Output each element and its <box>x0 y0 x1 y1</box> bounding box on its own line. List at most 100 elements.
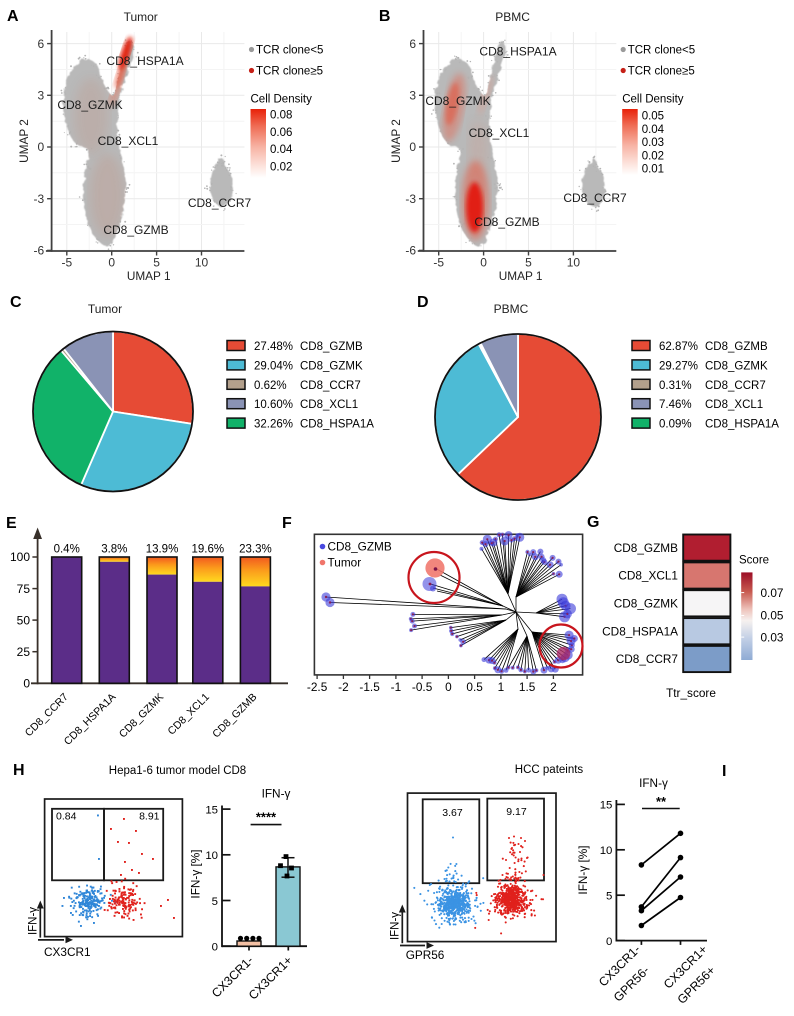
svg-text:UMAP 2: UMAP 2 <box>17 119 31 163</box>
svg-text:C: C <box>10 294 22 311</box>
svg-text:CD8_HSPA1A: CD8_HSPA1A <box>705 419 779 431</box>
svg-text:CD8_GZMK: CD8_GZMK <box>117 691 166 740</box>
svg-text:29.27%: 29.27% <box>659 360 698 372</box>
svg-text:15: 15 <box>600 800 613 812</box>
svg-text:9.17: 9.17 <box>506 806 527 818</box>
svg-text:-0.5: -0.5 <box>412 680 433 694</box>
svg-text:TCR clone<5: TCR clone<5 <box>256 45 323 57</box>
svg-text:-5: -5 <box>61 256 72 270</box>
svg-text:CD8_GZMB: CD8_GZMB <box>103 223 168 237</box>
svg-text:UMAP 1: UMAP 1 <box>499 269 543 283</box>
svg-text:0.05: 0.05 <box>761 609 784 623</box>
svg-text:3.8%: 3.8% <box>101 544 127 556</box>
svg-text:E: E <box>6 515 17 532</box>
svg-text:Score: Score <box>739 555 769 567</box>
svg-text:10: 10 <box>600 845 613 857</box>
svg-text:B: B <box>379 8 391 25</box>
svg-text:-3: -3 <box>405 192 416 206</box>
svg-text:CD8_GZMB: CD8_GZMB <box>474 215 539 229</box>
svg-text:CD8_CCR7: CD8_CCR7 <box>616 652 678 666</box>
svg-text:0.4%: 0.4% <box>54 544 80 556</box>
svg-text:UMAP 1: UMAP 1 <box>127 269 171 283</box>
svg-text:CD8_GZMK: CD8_GZMK <box>300 360 363 372</box>
svg-text:0: 0 <box>409 140 416 154</box>
svg-text:62.87%: 62.87% <box>659 341 698 353</box>
svg-text:-6: -6 <box>34 244 45 258</box>
svg-text:0.5: 0.5 <box>466 680 483 694</box>
svg-text:0.08: 0.08 <box>270 110 292 122</box>
svg-text:25: 25 <box>17 645 31 659</box>
svg-text:0: 0 <box>445 680 452 694</box>
svg-text:CD8_CCR7: CD8_CCR7 <box>188 196 252 210</box>
svg-text:1.5: 1.5 <box>519 680 536 694</box>
svg-text:-2.5: -2.5 <box>307 680 328 694</box>
svg-text:CD8_GZMK: CD8_GZMK <box>425 94 490 108</box>
svg-text:6: 6 <box>409 37 416 51</box>
svg-text:CD8_HSPA1A: CD8_HSPA1A <box>106 54 183 68</box>
svg-text:IFN-γ: IFN-γ <box>639 776 668 790</box>
svg-text:27.48%: 27.48% <box>254 341 293 353</box>
svg-text:IFN-γ: IFN-γ <box>262 787 291 801</box>
svg-text:H: H <box>13 762 25 779</box>
svg-text:CD8_XCL1: CD8_XCL1 <box>300 399 358 411</box>
svg-text:Ttr_score: Ttr_score <box>666 686 716 700</box>
svg-text:0.03: 0.03 <box>642 137 664 149</box>
svg-text:0.02: 0.02 <box>642 150 664 162</box>
svg-text:2: 2 <box>550 680 557 694</box>
svg-text:10.60%: 10.60% <box>254 399 293 411</box>
svg-text:CD8_GZMK: CD8_GZMK <box>57 98 122 112</box>
svg-text:23.3%: 23.3% <box>239 544 272 556</box>
svg-text:0: 0 <box>38 140 45 154</box>
svg-text:CD8_HSPA1A: CD8_HSPA1A <box>602 624 678 638</box>
svg-text:A: A <box>7 8 19 25</box>
svg-text:Hepa1-6 tumor model CD8: Hepa1-6 tumor model CD8 <box>109 765 246 777</box>
svg-text:Cell Density: Cell Density <box>251 94 313 106</box>
svg-text:29.04%: 29.04% <box>254 360 293 372</box>
svg-text:D: D <box>417 294 429 311</box>
svg-text:IFN-γ: IFN-γ <box>390 912 402 940</box>
svg-text:CD8_XCL1: CD8_XCL1 <box>469 126 530 140</box>
svg-text:5: 5 <box>153 256 160 270</box>
svg-text:5: 5 <box>212 896 218 908</box>
svg-text:CD8_HSPA1A: CD8_HSPA1A <box>479 45 556 59</box>
svg-text:UMAP 2: UMAP 2 <box>389 119 403 163</box>
svg-text:TCR clone≥5: TCR clone≥5 <box>256 66 323 78</box>
svg-text:8.91: 8.91 <box>139 811 160 823</box>
svg-text:6: 6 <box>38 37 45 51</box>
svg-text:-5: -5 <box>433 256 444 270</box>
svg-text:0.03: 0.03 <box>761 630 784 644</box>
svg-text:0: 0 <box>212 942 218 954</box>
svg-text:PBMC: PBMC <box>494 302 529 316</box>
svg-text:0: 0 <box>23 677 30 691</box>
svg-text:50: 50 <box>17 613 31 627</box>
svg-text:5: 5 <box>606 891 612 903</box>
svg-text:IFN-γ [%]: IFN-γ [%] <box>189 849 203 898</box>
svg-text:Tumor: Tumor <box>124 10 158 24</box>
svg-text:0.62%: 0.62% <box>254 380 287 392</box>
svg-text:0.04: 0.04 <box>270 144 293 156</box>
svg-text:0.05: 0.05 <box>642 111 664 123</box>
svg-text:TCR clone<5: TCR clone<5 <box>628 45 695 57</box>
svg-text:32.26%: 32.26% <box>254 419 293 431</box>
svg-text:19.6%: 19.6% <box>191 544 224 556</box>
svg-text:-2: -2 <box>338 680 349 694</box>
svg-text:75: 75 <box>17 582 31 596</box>
svg-text:TCR clone≥5: TCR clone≥5 <box>628 66 695 78</box>
svg-text:3.67: 3.67 <box>442 807 463 819</box>
svg-text:CD8_CCR7: CD8_CCR7 <box>23 691 71 739</box>
svg-text:I: I <box>722 763 726 780</box>
svg-text:1: 1 <box>498 680 505 694</box>
svg-text:0.01: 0.01 <box>642 164 664 176</box>
svg-text:CD8_GZMK: CD8_GZMK <box>614 597 678 611</box>
svg-text:-1.5: -1.5 <box>359 680 380 694</box>
svg-text:CD8_GZMK: CD8_GZMK <box>705 360 768 372</box>
svg-text:0: 0 <box>480 256 487 270</box>
svg-text:CD8_XCL1: CD8_XCL1 <box>98 134 159 148</box>
svg-text:CD8_GZMB: CD8_GZMB <box>210 691 259 740</box>
svg-text:Tumor: Tumor <box>328 556 362 570</box>
svg-text:-1: -1 <box>391 680 402 694</box>
svg-text:CD8_CCR7: CD8_CCR7 <box>563 191 627 205</box>
svg-text:0.02: 0.02 <box>270 161 292 173</box>
svg-text:IFN-γ: IFN-γ <box>28 907 40 935</box>
svg-text:-3: -3 <box>34 192 45 206</box>
